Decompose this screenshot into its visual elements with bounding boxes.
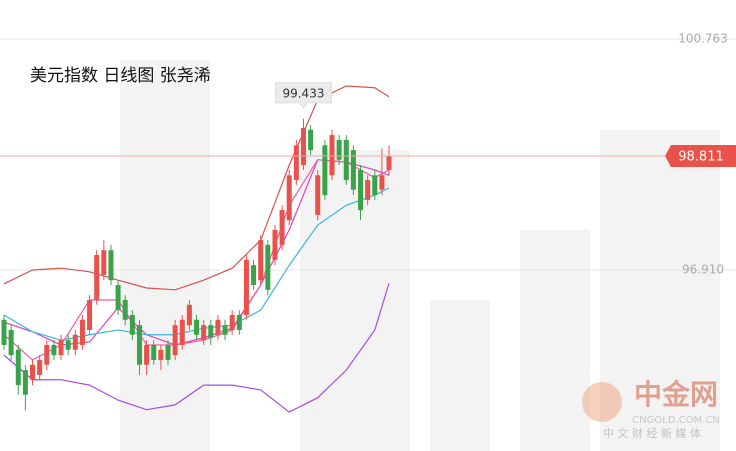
annotation-box	[274, 82, 332, 109]
candle-body	[1, 319, 7, 345]
candle-body	[179, 319, 185, 345]
candle-body	[315, 175, 321, 215]
candle-body	[151, 344, 157, 360]
candle-body	[30, 364, 36, 380]
candle-body	[243, 259, 249, 315]
candle-body	[201, 325, 207, 341]
last-price-label: 98.811	[678, 150, 724, 165]
candle-body	[136, 325, 142, 365]
candle-body	[94, 255, 100, 300]
candle-body	[8, 329, 14, 356]
candle-body	[258, 240, 264, 281]
candle-body	[343, 139, 349, 181]
candle-body	[115, 284, 121, 311]
candle-body	[222, 325, 228, 335]
candle-body	[322, 145, 328, 196]
candle-body	[379, 175, 385, 190]
candle-body	[358, 169, 364, 211]
candle-body	[336, 139, 342, 160]
candle-body	[293, 145, 299, 181]
watermark: 中金网 CNGOLD.COM.CN 中 文 财 经 新 媒 体	[582, 378, 720, 440]
candle-body	[129, 314, 135, 335]
candle-body	[194, 319, 200, 335]
candle-body	[44, 344, 50, 365]
candle-body	[386, 156, 392, 170]
candle-body	[122, 299, 128, 320]
candle-body	[300, 127, 306, 166]
y-tick-label: 100.763	[678, 32, 728, 46]
candle-body	[101, 250, 107, 275]
candle-body	[286, 175, 292, 221]
candle-body	[265, 244, 271, 290]
chart-title: 美元指数 日线图 张尧浠	[30, 66, 211, 86]
candle-body	[58, 340, 64, 356]
candle-body	[79, 319, 85, 345]
candle-body	[158, 349, 164, 360]
candle-body	[329, 135, 335, 176]
candle-body	[15, 349, 21, 386]
background-buildings	[120, 60, 720, 451]
watermark-url: CNGOLD.COM.CN	[632, 415, 720, 426]
candle-body	[172, 325, 178, 356]
watermark-name: 中金网	[634, 378, 718, 411]
last-price-box	[665, 145, 736, 168]
indicator-line	[3, 85, 390, 291]
candle-body	[229, 314, 235, 330]
candle-body	[165, 344, 171, 360]
candle-body	[215, 319, 221, 335]
candle-body	[251, 265, 257, 285]
candle-body	[72, 334, 78, 350]
annotation-label: 99.433	[282, 86, 324, 100]
candle-body	[208, 325, 214, 338]
candle-body	[22, 370, 28, 395]
candle-body	[365, 180, 371, 200]
indicator-line	[3, 283, 390, 413]
candle-body	[350, 150, 356, 190]
candle-body	[308, 129, 314, 151]
y-tick-label: 96.910	[682, 263, 724, 277]
candle-body	[236, 314, 242, 330]
candle-body	[65, 340, 71, 350]
candle-body	[372, 175, 378, 196]
candle-body	[144, 344, 150, 365]
candle-body	[186, 304, 192, 326]
candle-body	[37, 359, 43, 375]
candle-body	[272, 229, 278, 260]
candle-body	[279, 210, 285, 245]
watermark-tagline: 中 文 财 经 新 媒 体	[603, 426, 701, 440]
candle-body	[108, 250, 114, 281]
candle-body	[51, 344, 57, 356]
candle-body	[87, 299, 93, 330]
